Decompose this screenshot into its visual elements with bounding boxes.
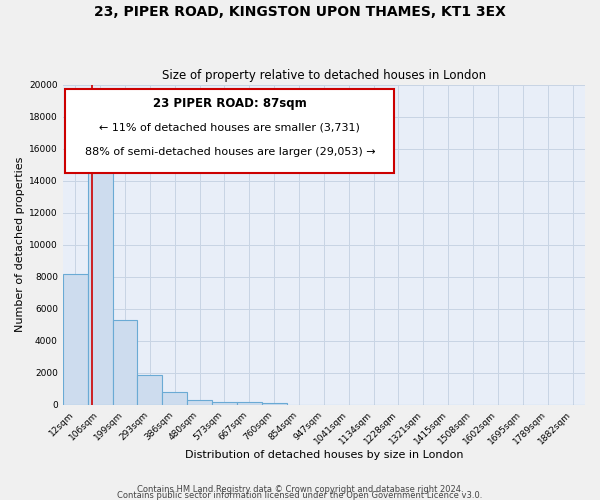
Bar [262, 403, 287, 405]
Text: 23 PIPER ROAD: 87sqm: 23 PIPER ROAD: 87sqm [153, 98, 307, 110]
Text: ← 11% of detached houses are smaller (3,731): ← 11% of detached houses are smaller (3,… [100, 123, 361, 133]
Y-axis label: Number of detached properties: Number of detached properties [15, 157, 25, 332]
Bar [63, 274, 88, 405]
Bar [162, 392, 187, 405]
Bar [88, 139, 113, 405]
Bar [212, 402, 237, 405]
Bar [237, 402, 262, 405]
Text: Contains HM Land Registry data © Crown copyright and database right 2024.: Contains HM Land Registry data © Crown c… [137, 485, 463, 494]
Text: Contains public sector information licensed under the Open Government Licence v3: Contains public sector information licen… [118, 490, 482, 500]
Bar [113, 320, 137, 405]
FancyBboxPatch shape [65, 90, 394, 172]
Text: 23, PIPER ROAD, KINGSTON UPON THAMES, KT1 3EX: 23, PIPER ROAD, KINGSTON UPON THAMES, KT… [94, 5, 506, 19]
Bar [187, 400, 212, 405]
Text: 88% of semi-detached houses are larger (29,053) →: 88% of semi-detached houses are larger (… [85, 147, 375, 157]
Title: Size of property relative to detached houses in London: Size of property relative to detached ho… [162, 69, 486, 82]
X-axis label: Distribution of detached houses by size in London: Distribution of detached houses by size … [185, 450, 463, 460]
Bar [137, 375, 162, 405]
